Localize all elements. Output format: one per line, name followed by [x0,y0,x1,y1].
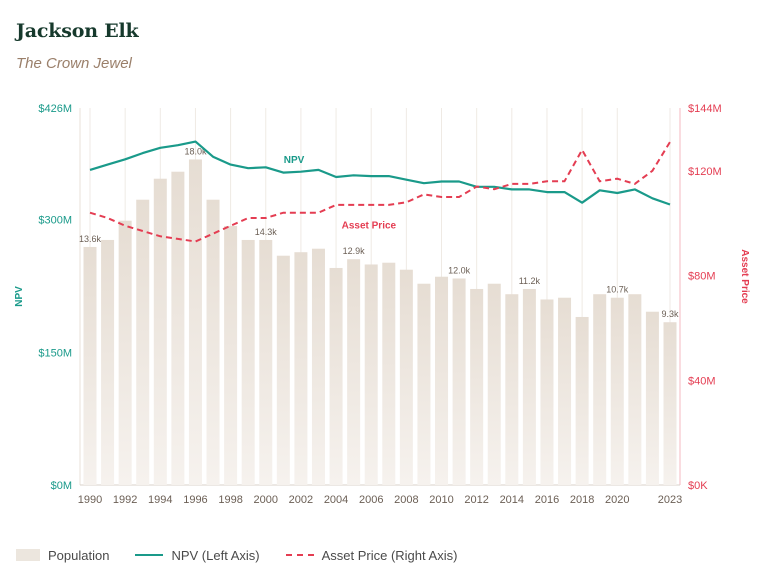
population-bar [435,276,449,485]
x-tick-label: 2008 [394,494,418,506]
chart-subtitle: The Crown Jewel [16,55,132,72]
legend: Population NPV (Left Axis) Asset Price (… [16,546,483,564]
left-tick-label: $0M [51,480,72,492]
x-tick-label: 2006 [359,494,383,506]
x-tick-label: 2012 [464,494,488,506]
x-tick-label: 2002 [289,494,313,506]
right-tick-label: $40M [688,375,716,387]
bar-data-label: 18.0k [184,146,207,156]
legend-label-population: Population [48,547,110,563]
right-tick-label: $144M [688,103,722,115]
population-bar [628,294,642,485]
asset-price-annotation: Asset Price [342,220,397,231]
bar-data-label: 14.3k [255,227,278,237]
bar-data-label: 10.7k [606,285,629,295]
bar-data-label: 13.6k [79,234,102,244]
x-tick-label: 2010 [429,494,453,506]
population-bar [329,267,343,485]
population-bar [663,322,677,485]
population-bar [311,248,325,485]
population-bar [505,294,519,485]
population-bar [575,316,589,485]
x-tick-label: 2023 [658,494,682,506]
asset-price-swatch [285,554,314,556]
legend-label-asset-price: Asset Price (Right Axis) [321,547,458,563]
npv-swatch [135,554,164,556]
x-tick-label: 1990 [78,494,102,506]
left-tick-label: $150M [38,347,72,359]
chart-title: Jackson Elk [16,20,139,42]
x-tick-label: 2018 [570,494,594,506]
population-bar [118,220,132,486]
right-tick-label: $80M [688,271,716,283]
left-tick-label: $426M [38,103,72,115]
population-bar [364,264,378,485]
population-bar [241,239,255,485]
population-bar [259,239,273,485]
x-tick-label: 1992 [113,494,137,506]
population-bar [136,199,150,485]
population-bar [610,297,624,485]
x-tick-label: 2020 [605,494,629,506]
combo-chart: 13.6k 18.0k 14.3k 12.9k 12.0k 11.2k 10.7k 9.3k N… [14,103,750,506]
right-axis-title: Asset Price [739,249,750,304]
x-tick-label: 1996 [183,494,207,506]
population-bar [294,252,308,485]
population-bar [347,259,361,485]
legend-item-population: Population [16,548,109,563]
population-bar [522,288,536,485]
population-bar [645,311,659,485]
population-bar [206,199,220,485]
x-tick-label: 1994 [148,494,172,506]
npv-annotation: NPV [284,155,305,166]
bar-data-label: 9.3k [661,309,679,319]
population-bar [83,246,97,485]
legend-label-npv: NPV (Left Axis) [171,547,260,563]
population-bar [452,278,466,485]
x-tick-label: 2014 [500,494,524,506]
left-tick-label: $300M [38,215,72,227]
population-bar [593,294,607,485]
x-tick-label: 2016 [535,494,559,506]
right-tick-label: $120M [688,166,722,178]
legend-item-npv: NPV (Left Axis) [135,547,260,563]
population-bar [558,297,572,485]
population-bar [382,262,396,485]
left-axis-title: NPV [14,286,25,307]
population-swatch [16,549,40,561]
population-bar [153,178,167,485]
population-bar [417,283,431,485]
population-bar [487,283,501,485]
bar-data-label: 12.0k [448,265,471,275]
legend-item-asset-price: Asset Price (Right Axis) [285,547,458,563]
population-bar [188,159,202,485]
right-tick-label: $0K [688,480,708,492]
population-bar [276,255,290,485]
x-tick-label: 2004 [324,494,348,506]
bar-data-label: 11.2k [519,276,541,286]
population-bar [399,269,413,485]
npv-line [89,140,671,206]
population-bar [540,299,554,485]
asset-price-line [89,141,671,243]
population-bar [171,171,185,485]
population-bar [224,225,238,486]
bar-data-label: 12.9k [343,246,366,256]
population-bar [101,239,115,485]
x-tick-label: 1998 [218,494,242,506]
x-tick-label: 2000 [254,494,278,506]
population-bar [470,288,484,485]
